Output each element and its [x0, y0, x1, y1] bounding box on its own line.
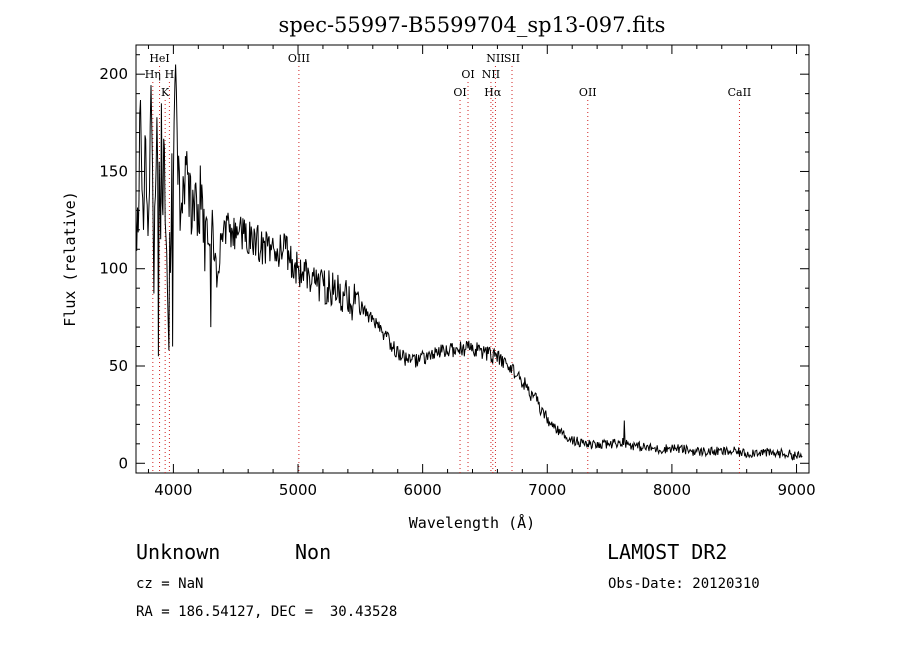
line-marker-label: SII: [504, 52, 520, 65]
y-tick-label: 50: [109, 357, 128, 375]
redshift-label: cz = NaN: [136, 576, 204, 592]
survey-label: LAMOST DR2: [607, 540, 728, 564]
y-tick-label: 150: [99, 162, 128, 180]
line-marker-label: CaII: [728, 86, 752, 99]
line-marker-label: Hα: [484, 86, 502, 99]
x-tick-label: 4000: [154, 481, 192, 499]
y-tick-label: 100: [99, 260, 128, 278]
line-marker-label: NII: [486, 52, 504, 65]
x-axis-label: Wavelength (Å): [409, 513, 535, 532]
subclass-label: Non: [295, 540, 332, 564]
x-tick-label: 8000: [653, 481, 691, 499]
axis-ticks: 4000 5000 6000 7000 8000 9000 0 50 100 150 200: [99, 45, 816, 499]
y-axis-label: Flux (relative): [61, 191, 79, 326]
chart-title: spec-55997-B5599704_sp13-097.fits: [279, 13, 666, 37]
y-tick-label: 0: [118, 454, 128, 472]
coords-label: RA = 186.54127, DEC = 30.43528: [136, 604, 398, 620]
spectrum-chart: spec-55997-B5599704_sp13-097.fits HeI Hη H…: [61, 13, 816, 532]
line-marker-label: H: [165, 68, 175, 81]
class-label: Unknown: [136, 540, 221, 564]
line-marker-label: OII: [579, 86, 597, 99]
plot-frame: [135, 44, 810, 474]
line-marker-label: OI: [461, 68, 474, 81]
line-marker-label: OI: [453, 86, 466, 99]
spectrum-line: [135, 64, 803, 461]
x-tick-label: 7000: [528, 481, 566, 499]
x-tick-label: 5000: [279, 481, 317, 499]
line-marker-label: K: [161, 86, 170, 99]
y-tick-label: 200: [99, 65, 128, 83]
obs-date-label: Obs-Date: 20120310: [608, 576, 760, 592]
line-marker-label: OIII: [288, 52, 310, 65]
line-marker-label: HeI: [149, 52, 169, 65]
line-marker-label: Hη: [145, 68, 161, 81]
x-tick-label: 6000: [404, 481, 442, 499]
line-marker-label: NII: [482, 68, 500, 81]
x-tick-label: 9000: [777, 481, 815, 499]
